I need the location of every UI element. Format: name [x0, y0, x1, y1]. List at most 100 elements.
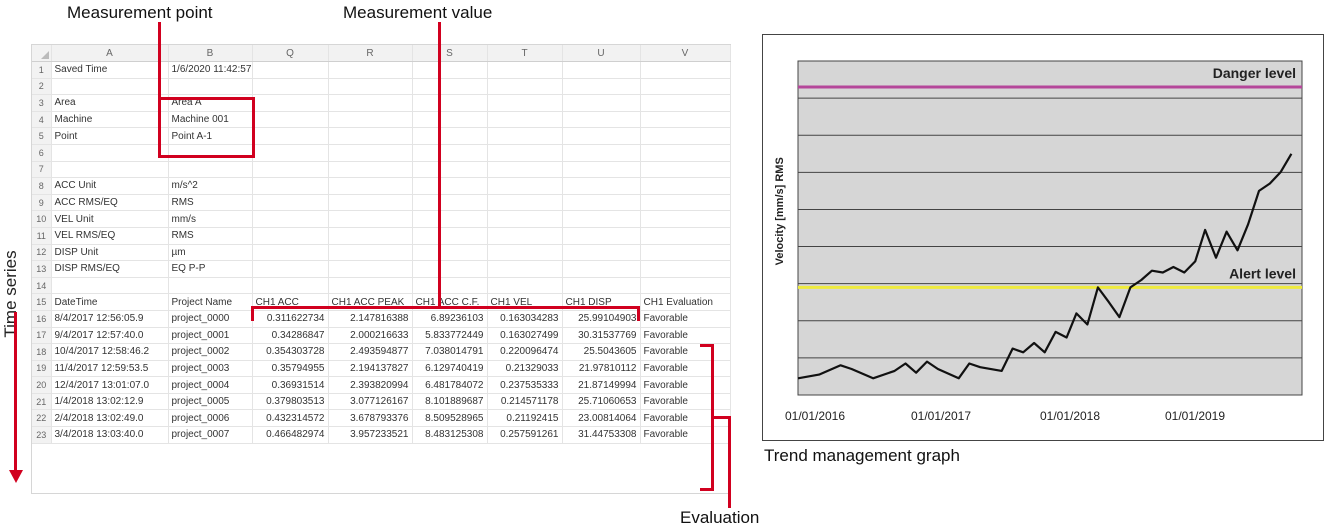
table-cell[interactable]	[252, 61, 329, 79]
row-number[interactable]: 20	[32, 376, 52, 394]
table-cell[interactable]: 0.432314572	[252, 409, 329, 428]
table-cell[interactable]	[412, 194, 488, 212]
table-cell[interactable]: Machine 001	[168, 111, 253, 129]
table-cell[interactable]	[640, 127, 731, 145]
table-cell[interactable]	[168, 78, 253, 96]
table-cell[interactable]	[328, 277, 413, 295]
table-cell[interactable]: Favorable	[640, 393, 731, 411]
table-cell[interactable]	[487, 244, 563, 262]
row-number[interactable]: 21	[32, 393, 52, 411]
table-cell[interactable]	[487, 277, 563, 295]
table-cell[interactable]: 8.509528965	[412, 409, 488, 428]
table-cell[interactable]	[562, 177, 641, 195]
table-cell[interactable]	[562, 61, 641, 79]
table-cell[interactable]	[487, 177, 563, 195]
table-cell[interactable]	[252, 244, 329, 262]
table-cell[interactable]: 8.101889687	[412, 393, 488, 411]
table-cell[interactable]: 3/4/2018 13:03:40.0	[51, 426, 169, 444]
table-cell[interactable]	[412, 210, 488, 228]
table-cell[interactable]	[252, 127, 329, 145]
table-cell[interactable]: 6.129740419	[412, 360, 488, 378]
table-cell[interactable]: RMS	[168, 194, 253, 212]
table-cell[interactable]: Project Name	[168, 293, 253, 311]
table-cell[interactable]	[562, 161, 641, 179]
table-cell[interactable]: CH1 Evaluation	[640, 293, 731, 311]
table-cell[interactable]: Point	[51, 127, 169, 145]
row-number[interactable]: 15	[32, 293, 52, 311]
row-number[interactable]: 5	[32, 127, 52, 145]
table-cell[interactable]	[640, 61, 731, 79]
table-cell[interactable]: project_0005	[168, 393, 253, 411]
table-cell[interactable]: DISP Unit	[51, 244, 169, 262]
table-cell[interactable]: VEL Unit	[51, 210, 169, 228]
row-number[interactable]: 12	[32, 244, 52, 262]
table-cell[interactable]: Favorable	[640, 360, 731, 378]
table-cell[interactable]: 0.21192415	[487, 409, 563, 428]
table-cell[interactable]	[51, 161, 169, 179]
row-number[interactable]: 23	[32, 426, 52, 444]
table-cell[interactable]: 0.354303728	[252, 343, 329, 361]
table-cell[interactable]	[252, 177, 329, 195]
table-cell[interactable]	[412, 144, 488, 162]
table-cell[interactable]	[562, 277, 641, 295]
table-cell[interactable]: 0.36931514	[252, 376, 329, 394]
table-cell[interactable]: 0.35794955	[252, 360, 329, 378]
table-cell[interactable]	[487, 161, 563, 179]
table-cell[interactable]	[562, 227, 641, 245]
table-cell[interactable]	[51, 277, 169, 295]
table-cell[interactable]: 21.87149994	[562, 376, 641, 394]
column-header[interactable]: T	[487, 45, 563, 62]
table-cell[interactable]	[328, 94, 413, 112]
table-cell[interactable]	[487, 78, 563, 96]
table-cell[interactable]	[252, 144, 329, 162]
table-cell[interactable]	[487, 227, 563, 245]
table-cell[interactable]: 2/4/2018 13:02:49.0	[51, 409, 169, 428]
table-cell[interactable]: ACC RMS/EQ	[51, 194, 169, 212]
table-cell[interactable]	[412, 177, 488, 195]
row-number[interactable]: 16	[32, 310, 52, 328]
column-header[interactable]: V	[640, 45, 731, 62]
table-cell[interactable]: Favorable	[640, 376, 731, 394]
table-cell[interactable]	[168, 277, 253, 295]
table-cell[interactable]	[51, 144, 169, 162]
table-cell[interactable]	[252, 210, 329, 228]
table-cell[interactable]: project_0000	[168, 310, 253, 328]
table-cell[interactable]	[640, 277, 731, 295]
table-cell[interactable]: Favorable	[640, 426, 731, 444]
table-cell[interactable]	[412, 244, 488, 262]
table-cell[interactable]: 6.89236103	[412, 310, 488, 328]
table-cell[interactable]: project_0003	[168, 360, 253, 378]
table-cell[interactable]	[562, 78, 641, 96]
table-cell[interactable]: 8.483125308	[412, 426, 488, 444]
row-number[interactable]: 2	[32, 78, 52, 96]
table-cell[interactable]	[252, 227, 329, 245]
table-cell[interactable]	[412, 94, 488, 112]
table-cell[interactable]	[562, 260, 641, 278]
table-cell[interactable]: 0.21329033	[487, 360, 563, 378]
table-cell[interactable]	[562, 194, 641, 212]
row-number[interactable]: 4	[32, 111, 52, 129]
table-cell[interactable]	[328, 127, 413, 145]
table-cell[interactable]: Saved Time	[51, 61, 169, 79]
table-cell[interactable]	[252, 161, 329, 179]
table-cell[interactable]	[640, 210, 731, 228]
table-cell[interactable]: 12/4/2017 13:01:07.0	[51, 376, 169, 394]
column-header[interactable]: A	[51, 45, 169, 62]
select-all-corner[interactable]	[32, 45, 52, 62]
row-number[interactable]: 1	[32, 61, 52, 79]
table-cell[interactable]: 23.00814064	[562, 409, 641, 428]
column-header[interactable]: R	[328, 45, 413, 62]
table-cell[interactable]: project_0001	[168, 327, 253, 345]
table-cell[interactable]	[562, 127, 641, 145]
table-cell[interactable]	[640, 78, 731, 96]
table-cell[interactable]: 0.214571178	[487, 393, 563, 411]
table-cell[interactable]	[328, 194, 413, 212]
table-cell[interactable]	[412, 227, 488, 245]
table-cell[interactable]: project_0004	[168, 376, 253, 394]
table-cell[interactable]: 2.194137827	[328, 360, 413, 378]
table-cell[interactable]	[328, 244, 413, 262]
row-number[interactable]: 10	[32, 210, 52, 228]
table-cell[interactable]: ACC Unit	[51, 177, 169, 195]
table-cell[interactable]: project_0002	[168, 343, 253, 361]
row-number[interactable]: 7	[32, 161, 52, 179]
